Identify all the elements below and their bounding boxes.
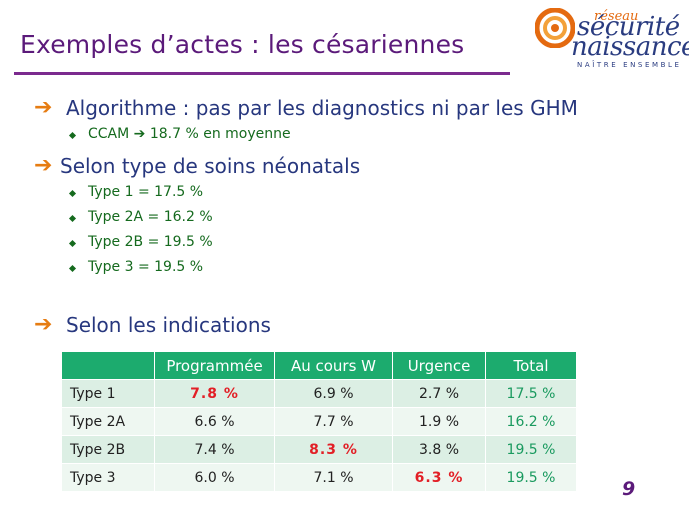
list-item: Type 2B = 19.5 % [88,234,213,250]
cell-urgence: 1.9 % [392,407,486,436]
reseau-securite-naissance-logo: réseau sécurité naissance NAÎTRE ENSEMBL… [535,4,689,74]
cell-urgence: 2.7 % [392,379,486,408]
table-header-row: Programmée Au cours W Urgence Total [61,351,577,380]
cell-programmee: 6.0 % [154,463,275,492]
section-heading-indications: Selon les indications [66,313,271,337]
cell-programmee: 6.6 % [154,407,275,436]
list-item: Type 2A = 16.2 % [88,209,213,225]
row-label: Type 2A [61,407,155,436]
row-label: Type 2B [61,435,155,464]
page-number: 9 [622,478,636,500]
slide-title: Exemples d’actes : les césariennes [20,30,465,59]
logo-text-reseau: réseau [594,9,639,24]
cell-programmee: 7.8 % [154,379,275,408]
ccam-value: 18.7 % en moyenne [149,126,291,142]
table-row: Type 2A 6.6 % 7.7 % 1.9 % 16.2 % [61,407,577,436]
row-label: Type 1 [61,379,155,408]
green-diamond-icon [68,189,77,198]
orange-right-arrow-icon: ➔ [34,153,53,178]
table-row: Type 3 6.0 % 7.1 % 6.3 % 19.5 % [61,463,577,492]
section-heading-type-soins: Selon type de soins néonatals [60,154,361,178]
cell-total: 19.5 % [485,463,577,492]
list-item: Type 3 = 19.5 % [88,259,204,275]
logo-spiral-icon [535,8,575,48]
header-au-cours-w: Au cours W [274,351,393,380]
cell-au-cours: 8.3 % [274,435,393,464]
cell-total: 16.2 % [485,407,577,436]
green-diamond-icon [68,239,77,248]
cell-urgence: 3.8 % [392,435,486,464]
title-divider [14,72,510,75]
orange-right-arrow-icon: ➔ [34,312,53,337]
green-right-arrow-icon: ➔ [133,126,146,142]
cell-au-cours: 7.1 % [274,463,393,492]
green-diamond-icon [68,264,77,273]
cell-urgence: 6.3 % [392,463,486,492]
cesarean-rates-table: Programmée Au cours W Urgence Total Type… [61,351,577,492]
table-row: Type 1 7.8 % 6.9 % 2.7 % 17.5 % [61,379,577,408]
table-row: Type 2B 7.4 % 8.3 % 3.8 % 19.5 % [61,435,577,464]
cell-total: 17.5 % [485,379,577,408]
cell-programmee: 7.4 % [154,435,275,464]
green-diamond-icon [68,214,77,223]
logo-tagline: NAÎTRE ENSEMBLE [577,61,682,69]
cell-total: 19.5 % [485,435,577,464]
row-label: Type 3 [61,463,155,492]
logo-text-securite: sécurité [577,12,680,42]
cell-au-cours: 6.9 % [274,379,393,408]
cell-au-cours: 7.7 % [274,407,393,436]
section-heading-algorithme: Algorithme : pas par les diagnostics ni … [66,96,578,120]
header-cell-empty [61,351,155,380]
logo-text-naissance: naissance [571,32,689,62]
list-item: Type 1 = 17.5 % [88,184,204,200]
header-total: Total [485,351,577,380]
header-programmee: Programmée [154,351,275,380]
ccam-label: CCAM [88,126,130,142]
list-item-ccam: CCAM ➔ 18.7 % en moyenne [88,126,291,142]
header-urgence: Urgence [392,351,486,380]
orange-right-arrow-icon: ➔ [34,95,53,120]
green-diamond-icon [68,131,77,140]
